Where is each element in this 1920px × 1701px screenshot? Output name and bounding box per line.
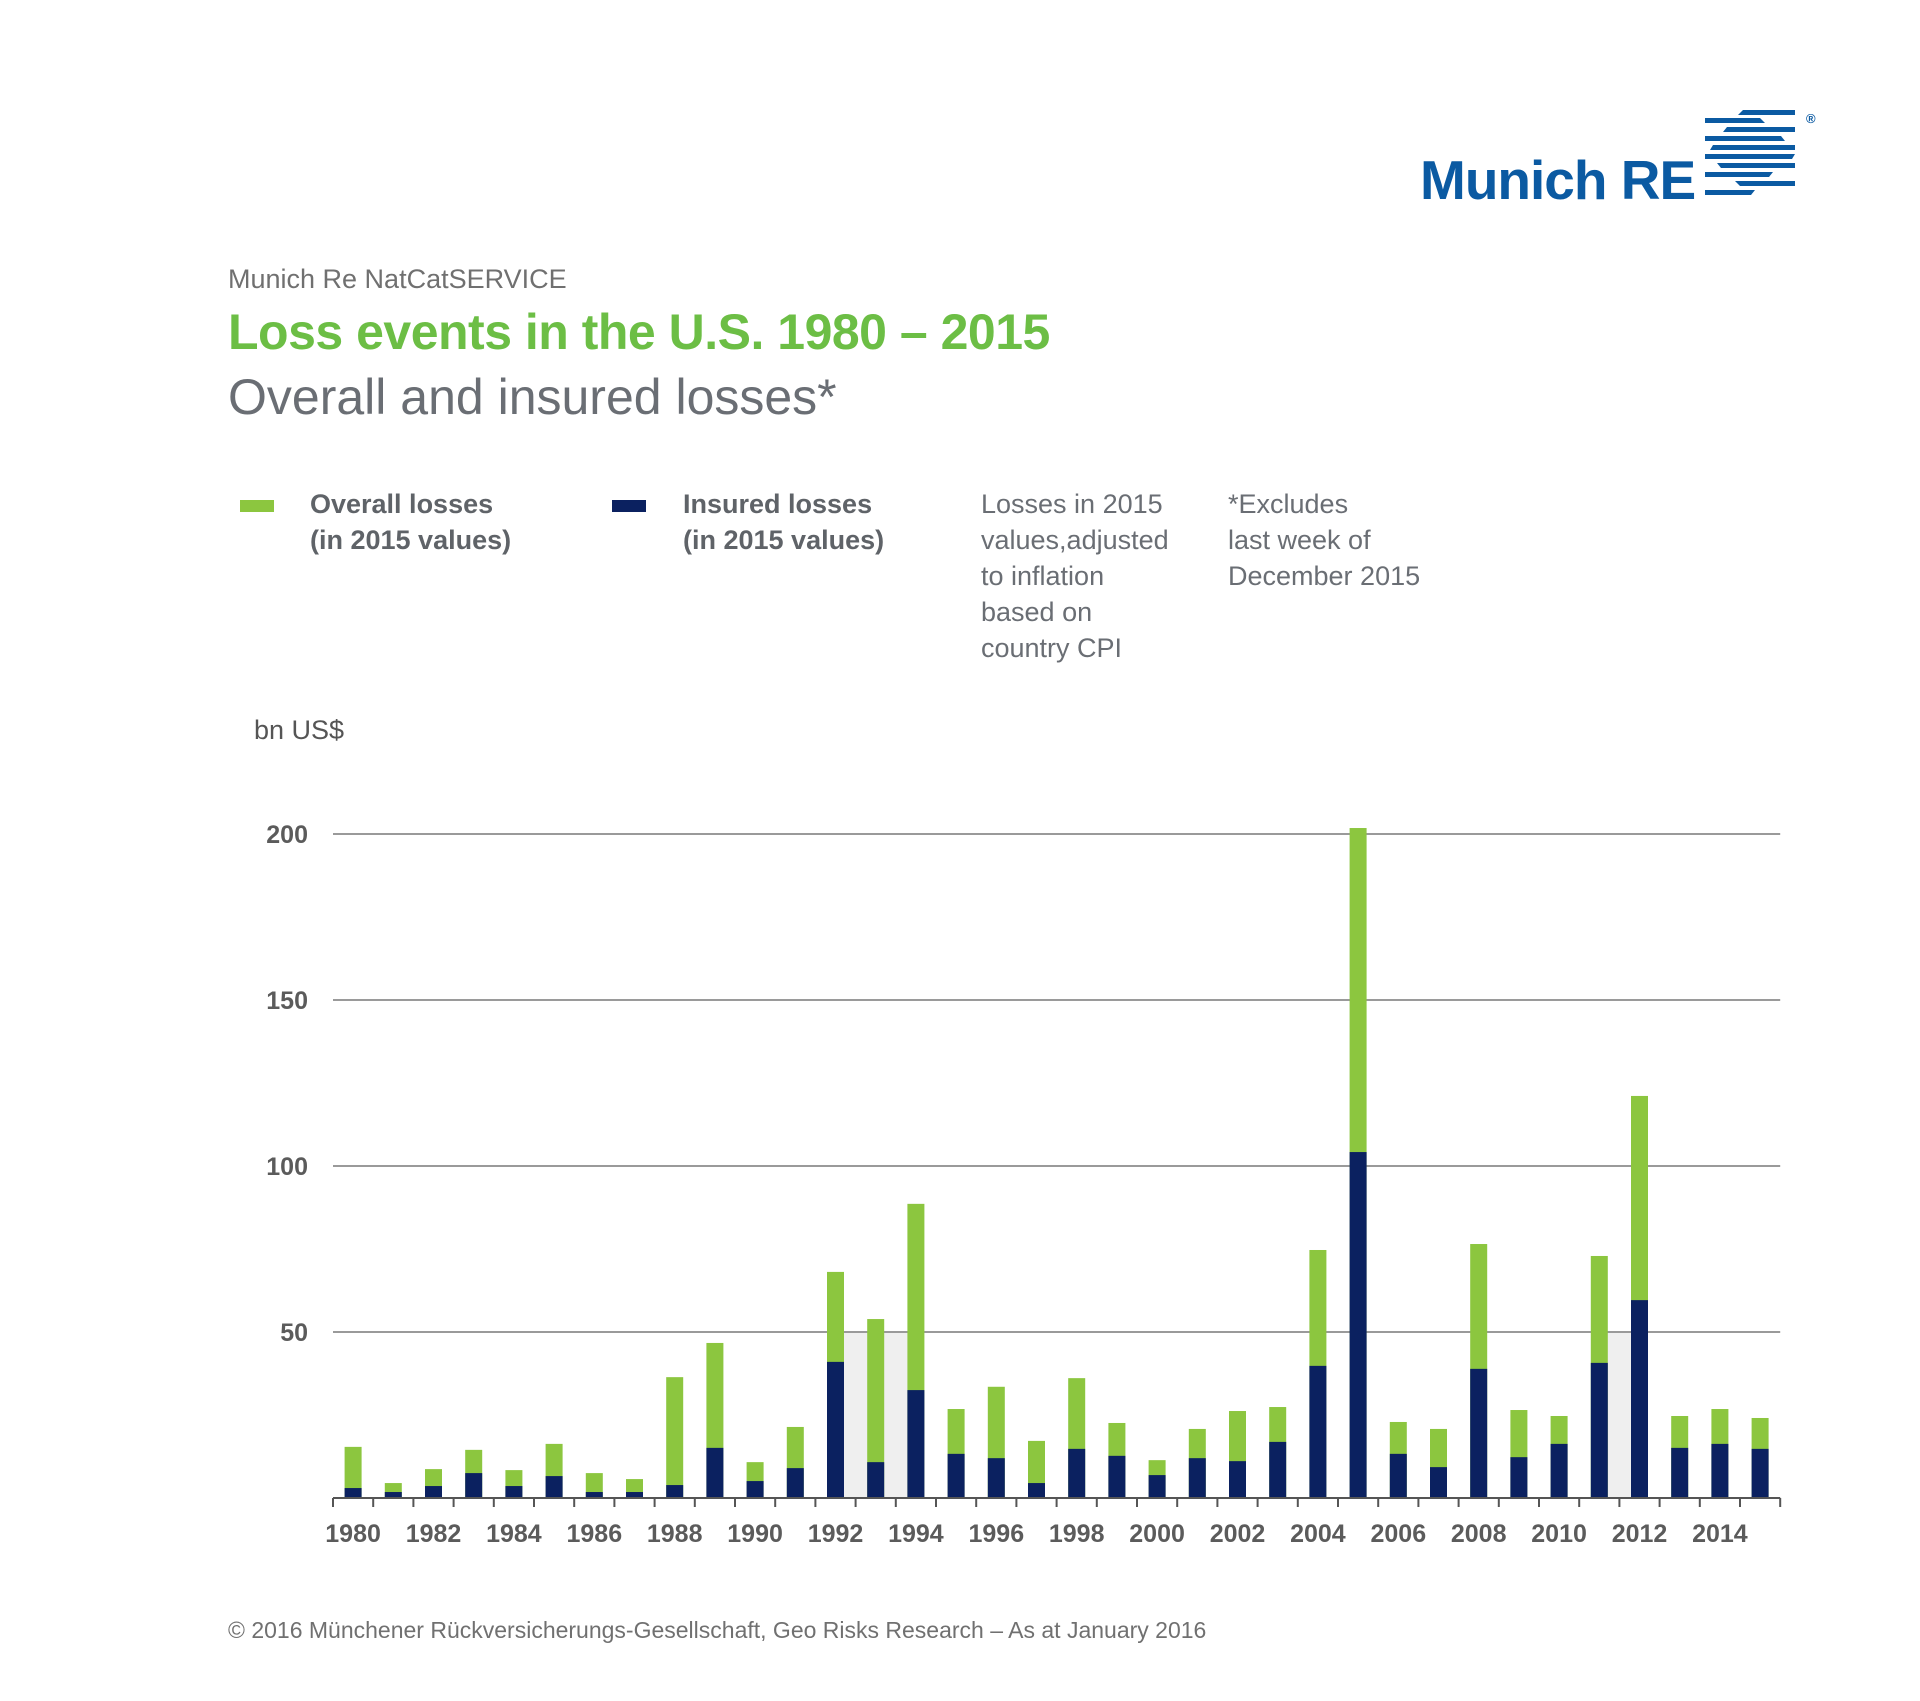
bar-insured-1995 [947, 1453, 965, 1498]
bar-overall-1980 [344, 1446, 362, 1498]
bar-insured-1985 [545, 1476, 563, 1498]
chart-subtitle: Overall and insured losses* [228, 369, 837, 425]
y-tick-labels: 50 100 150 200 [266, 821, 308, 1347]
bar-insured-1987 [626, 1492, 643, 1498]
bar-insured-1980 [344, 1488, 362, 1498]
bar-insured-1984 [505, 1486, 523, 1498]
bar-insured-1997 [1028, 1483, 1045, 1498]
legend-item-overall [240, 500, 274, 512]
bar-insured-1989 [706, 1447, 724, 1498]
bar-insured-2001 [1188, 1458, 1206, 1498]
x-tick-label: 1980 [325, 1520, 381, 1548]
bar-insured-1998 [1068, 1448, 1086, 1498]
bar-insured-1996 [987, 1458, 1005, 1498]
bar-insured-1983 [465, 1473, 483, 1498]
bar-insured-2012 [1631, 1300, 1648, 1498]
bar-insured-1982 [425, 1486, 442, 1498]
x-tick-label: 1994 [888, 1520, 944, 1548]
x-tick-label: 1986 [566, 1520, 622, 1548]
x-tick-label: 1984 [486, 1520, 542, 1548]
bar-overall-1988 [666, 1377, 684, 1498]
note-line: values,adjusted [981, 525, 1169, 555]
copyright-footer: © 2016 Münchener Rückversicherungs-Gesel… [228, 1617, 1207, 1643]
bar-insured-1981 [384, 1492, 402, 1498]
bar-insured-2009 [1510, 1457, 1528, 1498]
bar-insured-1994 [907, 1390, 925, 1498]
gridlines [333, 833, 1781, 1333]
bar-overall-1986 [585, 1473, 603, 1498]
bar-insured-2008 [1470, 1368, 1488, 1498]
x-tick-label: 1982 [406, 1520, 462, 1548]
bar-insured-2000 [1148, 1475, 1166, 1498]
note-line: country CPI [981, 633, 1123, 663]
bar-insured-2011 [1590, 1362, 1608, 1498]
bar-insured-2005 [1349, 1152, 1367, 1498]
bars [344, 828, 1769, 1498]
bar-insured-2006 [1389, 1453, 1407, 1498]
legend-swatch-overall [240, 500, 274, 512]
legend-swatch-insured [612, 500, 646, 512]
note-line: December 2015 [1228, 561, 1421, 591]
bar-insured-2007 [1430, 1467, 1447, 1498]
x-tick-label: 2004 [1290, 1520, 1346, 1548]
x-tick-label: 1992 [808, 1520, 864, 1548]
legend-label-insured-line1: Insured losses [683, 489, 873, 519]
note-line: based on [981, 597, 1093, 627]
x-tick-label: 2000 [1129, 1520, 1185, 1548]
x-tick-label: 1998 [1049, 1520, 1105, 1548]
munich-re-logo-text: Munich RE [1420, 149, 1696, 211]
legend-label-overall: Overall losses (in 2015 values) [310, 486, 511, 558]
munich-re-logo-icon [1705, 110, 1795, 195]
y-tick-label: 200 [266, 821, 308, 849]
legend-label-insured: Insured losses (in 2015 values) [683, 486, 884, 558]
note-line: Losses in 2015 [981, 489, 1163, 519]
y-axis-unit-label: bn US$ [254, 715, 345, 745]
chart-supertitle: Munich Re NatCatSERVICE [228, 264, 567, 294]
bar-overall-1993 [867, 1319, 885, 1498]
note-excludes: *Excludes last week of December 2015 [1228, 486, 1420, 594]
x-tick-label: 2002 [1210, 1520, 1266, 1548]
y-tick-label: 100 [266, 1153, 308, 1181]
bar-insured-1988 [666, 1485, 684, 1498]
bar-insured-2010 [1550, 1443, 1568, 1498]
bar-insured-2004 [1309, 1365, 1327, 1498]
bar-insured-1999 [1108, 1455, 1126, 1498]
x-axis [332, 1497, 1782, 1507]
bar-insured-2013 [1671, 1447, 1689, 1498]
x-tick-label: 2010 [1531, 1520, 1587, 1548]
note-line: *Excludes [1228, 489, 1349, 519]
x-tick-label: 2012 [1612, 1520, 1668, 1548]
bar-insured-1991 [786, 1468, 804, 1498]
note-line: last week of [1228, 525, 1371, 555]
note-inflation: Losses in 2015 values,adjusted to inflat… [981, 486, 1169, 666]
bar-insured-1993 [867, 1462, 885, 1498]
bar-insured-2015 [1751, 1448, 1769, 1498]
x-tick-label: 1988 [647, 1520, 703, 1548]
x-tick-label: 2014 [1692, 1520, 1748, 1548]
note-line: to inflation [981, 561, 1105, 591]
registered-mark: ® [1806, 111, 1816, 126]
bar-insured-1986 [585, 1492, 603, 1498]
y-tick-label: 50 [280, 1319, 308, 1347]
chart-title: Loss events in the U.S. 1980 – 2015 [228, 304, 1050, 360]
legend-label-overall-line2: (in 2015 values) [310, 525, 512, 555]
legend-label-insured-line2: (in 2015 values) [683, 525, 885, 555]
bar-insured-1990 [746, 1481, 764, 1498]
legend-label-overall-line1: Overall losses [310, 489, 494, 519]
x-tick-label: 1996 [968, 1520, 1024, 1548]
x-tick-label: 1990 [727, 1520, 783, 1548]
legend-item-insured [612, 500, 646, 512]
bar-insured-2002 [1229, 1461, 1246, 1498]
x-tick-labels: 1980 1982 1984 1986 1988 1990 1992 1994 1996 1998… [325, 1520, 1748, 1548]
y-tick-label: 150 [266, 987, 308, 1015]
x-tick-label: 2006 [1370, 1520, 1426, 1548]
bar-insured-2014 [1711, 1443, 1729, 1498]
bar-insured-1992 [827, 1361, 844, 1498]
bar-insured-2003 [1269, 1441, 1287, 1498]
x-tick-label: 2008 [1451, 1520, 1507, 1548]
